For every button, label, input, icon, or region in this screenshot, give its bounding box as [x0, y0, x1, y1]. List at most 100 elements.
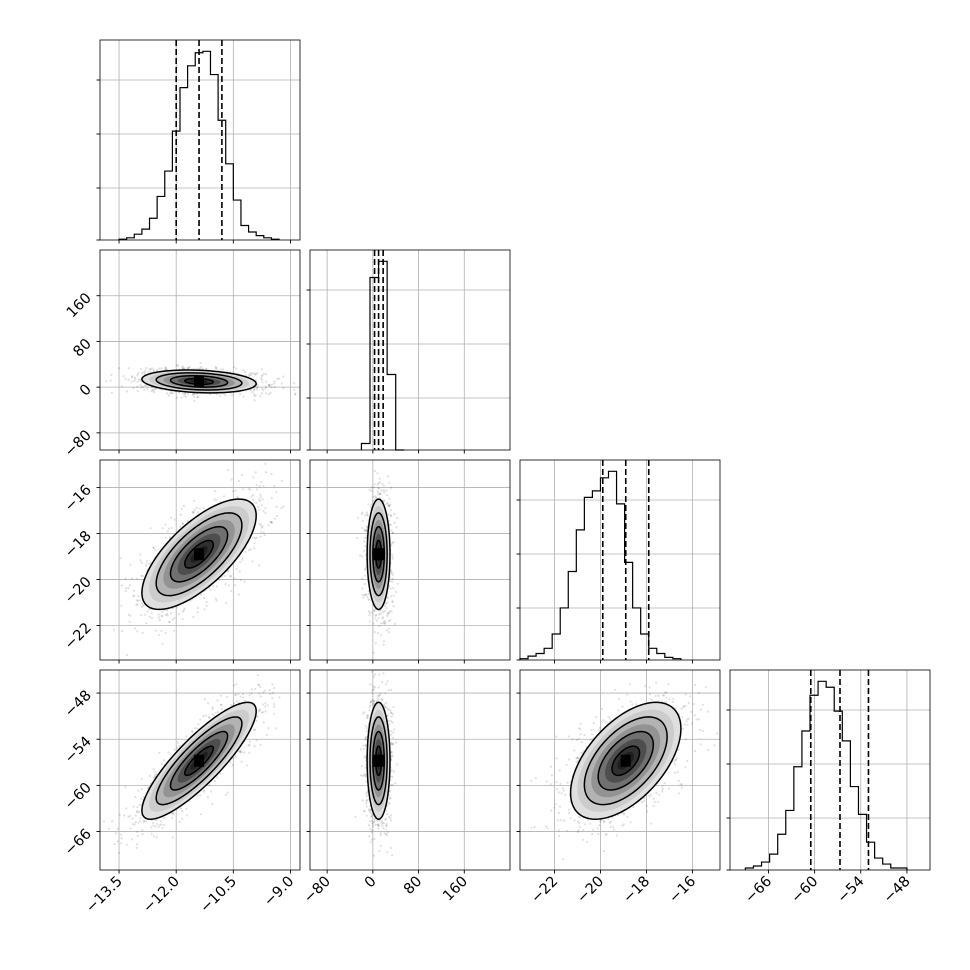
scatter-point	[254, 688, 257, 691]
scatter-point	[259, 743, 262, 747]
scatter-point	[237, 593, 240, 596]
scatter-point	[362, 596, 365, 599]
scatter-point	[253, 395, 256, 398]
scatter-point	[193, 508, 196, 511]
scatter-point	[242, 693, 245, 696]
scatter-point	[264, 471, 268, 474]
scatter-point	[162, 759, 165, 762]
contour-line	[169, 374, 229, 388]
scatter-point	[183, 394, 186, 397]
scatter-point	[223, 495, 226, 498]
scatter-point	[170, 526, 173, 530]
scatter-point	[256, 386, 259, 389]
scatter-point	[195, 506, 198, 509]
scatter-point	[356, 516, 359, 519]
scatter-point	[179, 807, 183, 810]
scatter-point	[252, 476, 255, 479]
scatter-point	[260, 368, 264, 371]
scatter-point	[175, 364, 178, 367]
scatter-point	[141, 833, 144, 836]
scatter-point	[234, 489, 237, 492]
scatter-point	[164, 367, 167, 371]
contour-line	[184, 539, 215, 569]
scatter-point	[173, 617, 176, 620]
scatter-point	[164, 366, 167, 369]
scatter-point	[363, 593, 366, 596]
scatter-point	[193, 499, 196, 502]
scatter-point	[273, 385, 276, 388]
scatter-point	[168, 620, 171, 624]
scatter-point	[277, 377, 280, 380]
scatter-point	[248, 694, 251, 697]
scatter-point	[139, 367, 143, 370]
scatter-point	[269, 384, 272, 387]
scatter-point	[373, 609, 376, 612]
scatter-point	[170, 516, 173, 520]
scatter-point	[242, 369, 245, 372]
scatter-point	[259, 709, 262, 712]
scatter-point	[164, 523, 167, 526]
scatter-point	[181, 817, 184, 820]
scatter-point	[377, 487, 380, 490]
scatter-point	[140, 574, 143, 578]
scatter-point	[261, 381, 264, 384]
scatter-point	[141, 829, 144, 832]
scatter-point	[197, 367, 200, 370]
scatter-point	[256, 488, 259, 491]
scatter-point	[169, 392, 172, 395]
scatter-point	[273, 485, 276, 488]
scatter-point	[224, 582, 227, 586]
scatter-point	[356, 536, 359, 540]
scatter-point	[257, 505, 260, 509]
scatter-point	[391, 557, 394, 560]
scatter-point	[252, 389, 255, 392]
scatter-point	[384, 622, 387, 625]
scatter-point	[243, 751, 246, 754]
scatter-point	[383, 621, 386, 625]
scatter-point	[258, 522, 261, 526]
scatter-point	[142, 371, 145, 374]
scatter-point	[215, 367, 218, 370]
scatter-point	[171, 392, 174, 395]
scatter-point	[164, 366, 167, 369]
scatter-point	[181, 618, 184, 621]
scatter-point	[364, 536, 367, 539]
scatter-point	[264, 462, 267, 465]
scatter-point	[128, 584, 131, 587]
scatter-point	[388, 481, 391, 484]
scatter-point	[133, 380, 136, 383]
scatter-point	[255, 739, 258, 742]
scatter-point	[259, 496, 262, 499]
scatter-point	[136, 599, 139, 603]
scatter-point	[193, 395, 196, 398]
scatter-point	[157, 613, 160, 616]
scatter-point	[154, 825, 157, 828]
scatter-point	[182, 522, 185, 526]
scatter-point	[181, 365, 184, 368]
scatter-point	[140, 797, 143, 800]
scatter-point	[361, 587, 364, 590]
scatter-point	[262, 389, 265, 392]
scatter-point	[239, 561, 242, 564]
scatter-point	[196, 511, 200, 514]
scatter-point	[251, 560, 254, 563]
scatter-point	[251, 498, 254, 501]
scatter-point	[253, 542, 256, 545]
scatter-point	[361, 511, 364, 514]
scatter-point	[224, 394, 227, 397]
scatter-point	[248, 549, 251, 552]
scatter-point	[385, 489, 388, 492]
scatter-point	[273, 517, 276, 520]
scatter-point	[205, 600, 208, 604]
scatter-point	[215, 366, 218, 370]
scatter-point	[381, 622, 384, 625]
scatter-point	[226, 791, 229, 794]
scatter-point	[147, 370, 150, 373]
scatter-point	[255, 386, 258, 389]
scatter-point	[181, 522, 184, 525]
scatter-point	[158, 824, 161, 827]
scatter-point	[259, 376, 263, 380]
scatter-point	[258, 498, 261, 501]
scatter-point	[122, 375, 125, 378]
pair-content	[113, 462, 300, 657]
